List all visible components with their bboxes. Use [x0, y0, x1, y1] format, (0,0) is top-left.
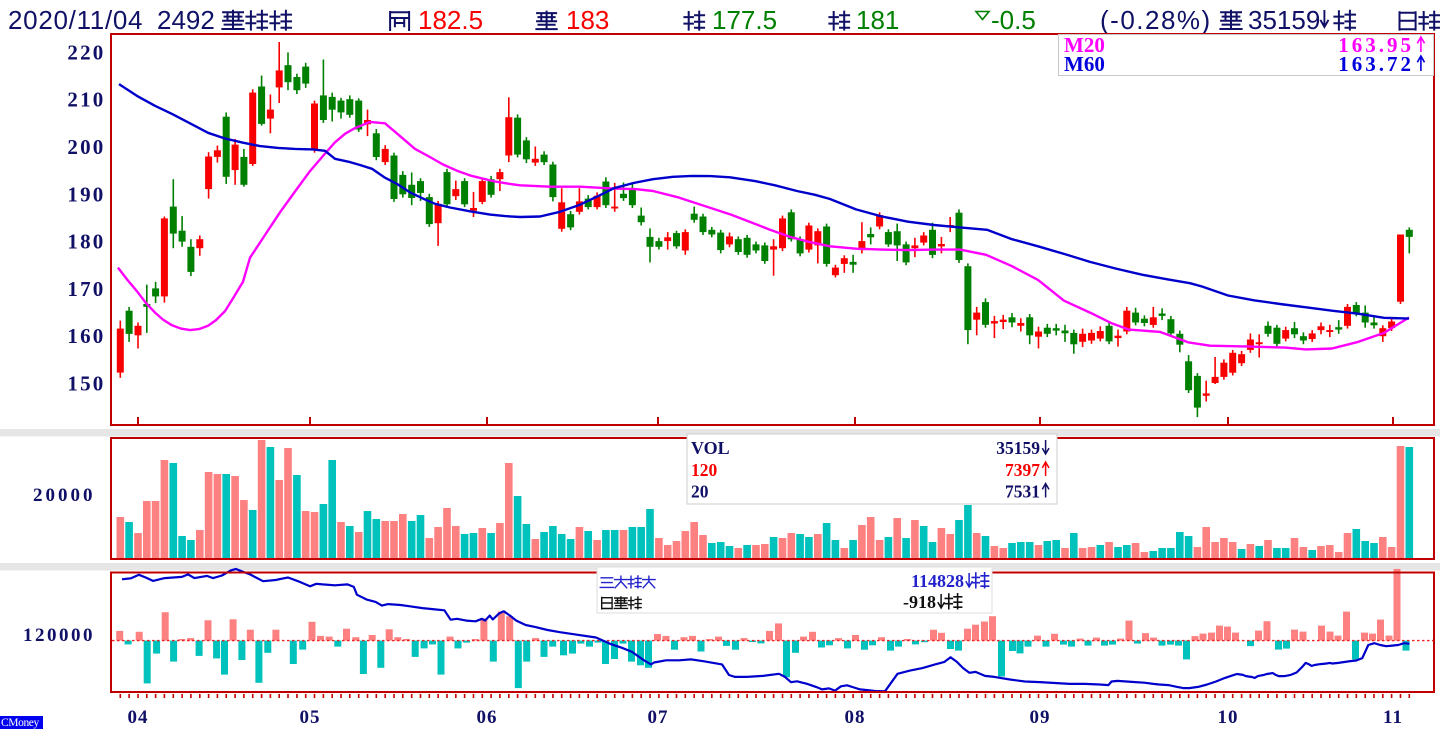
svg-text:11: 11	[1383, 707, 1403, 728]
svg-text:163.95: 163.95	[1338, 33, 1414, 57]
svg-text:7397: 7397	[1005, 460, 1040, 480]
svg-text:-918: -918	[903, 592, 936, 612]
svg-text:35159: 35159	[1248, 5, 1320, 35]
svg-text:35159: 35159	[996, 438, 1040, 458]
svg-text:06: 06	[477, 707, 498, 728]
svg-text:04: 04	[128, 707, 149, 728]
svg-text:210: 210	[67, 88, 105, 112]
svg-text:180: 180	[67, 230, 105, 254]
svg-text:114828: 114828	[911, 571, 964, 591]
svg-text:7531: 7531	[1005, 482, 1040, 502]
svg-text:VOL: VOL	[691, 438, 730, 458]
svg-text:150: 150	[67, 372, 105, 396]
svg-text:08: 08	[845, 707, 866, 728]
svg-text:-0.5: -0.5	[991, 5, 1036, 35]
svg-text:07: 07	[648, 707, 669, 728]
svg-text:190: 190	[67, 182, 105, 206]
svg-text:20: 20	[691, 482, 709, 502]
svg-text:09: 09	[1030, 707, 1051, 728]
svg-text:M60: M60	[1064, 52, 1105, 76]
svg-text:05: 05	[300, 707, 321, 728]
svg-text:2492: 2492	[157, 5, 215, 35]
svg-text:(-0.28%): (-0.28%)	[1100, 5, 1212, 35]
svg-text:120: 120	[691, 460, 718, 480]
svg-text:182.5: 182.5	[418, 5, 483, 35]
svg-text:10: 10	[1218, 707, 1239, 728]
svg-text:200: 200	[67, 135, 105, 159]
svg-text:163.72: 163.72	[1338, 52, 1414, 76]
svg-text:170: 170	[67, 277, 105, 301]
svg-text:181: 181	[856, 5, 899, 35]
svg-text:2020/11/04: 2020/11/04	[8, 5, 143, 35]
svg-text:160: 160	[67, 324, 105, 348]
svg-text:177.5: 177.5	[712, 5, 777, 35]
svg-text:183: 183	[566, 5, 609, 35]
svg-text:20000: 20000	[33, 485, 96, 506]
svg-text:M20: M20	[1064, 33, 1105, 57]
svg-text:120000: 120000	[23, 625, 95, 646]
svg-text:CMoney: CMoney	[1, 717, 40, 729]
svg-text:220: 220	[67, 40, 105, 64]
